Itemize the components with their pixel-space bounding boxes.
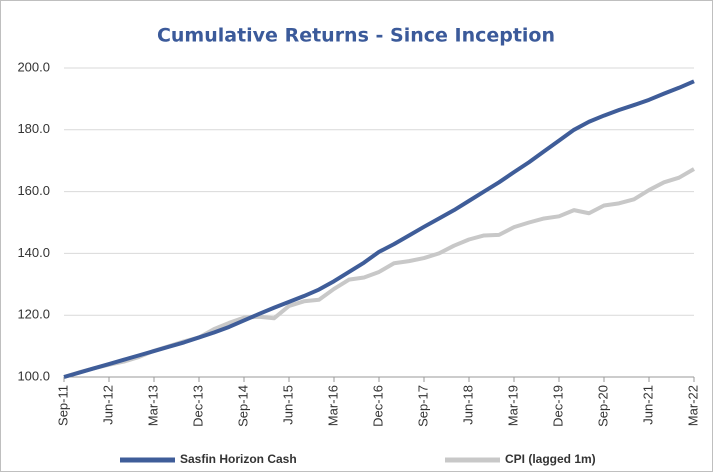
x-tick-label: Dec-19 (550, 385, 565, 427)
chart-title: Cumulative Returns - Since Inception (157, 25, 555, 47)
x-tick-label: Dec-13 (190, 385, 205, 427)
x-tick-label: Jun-18 (460, 385, 475, 425)
x-tick-label: Sep-20 (595, 385, 610, 427)
y-tick-label: 100.0 (17, 368, 50, 383)
x-tick-label: Jun-21 (640, 385, 655, 425)
legend-label: Sasfin Horizon Cash (180, 452, 297, 466)
y-tick-label: 120.0 (17, 307, 50, 322)
x-tick-label: Sep-11 (55, 385, 70, 426)
x-tick-label: Mar-13 (145, 385, 160, 426)
x-tick-label: Mar-16 (325, 385, 340, 426)
y-tick-label: 160.0 (17, 183, 50, 198)
x-tick-label: Dec-16 (370, 385, 385, 427)
x-tick-label: Sep-17 (415, 385, 430, 427)
x-tick-label: Sep-14 (235, 385, 250, 427)
line-series (63, 79, 695, 379)
x-tick-label: Mar-19 (505, 385, 520, 426)
y-tick-label: 200.0 (17, 59, 50, 74)
y-tick-label: 180.0 (17, 121, 50, 136)
x-tick-label: Jun-12 (100, 385, 115, 425)
legend-label: CPI (lagged 1m) (505, 452, 596, 466)
y-tick-label: 140.0 (17, 245, 50, 260)
x-tick-label: Mar-22 (685, 385, 700, 426)
x-tick-label: Jun-15 (280, 385, 295, 425)
